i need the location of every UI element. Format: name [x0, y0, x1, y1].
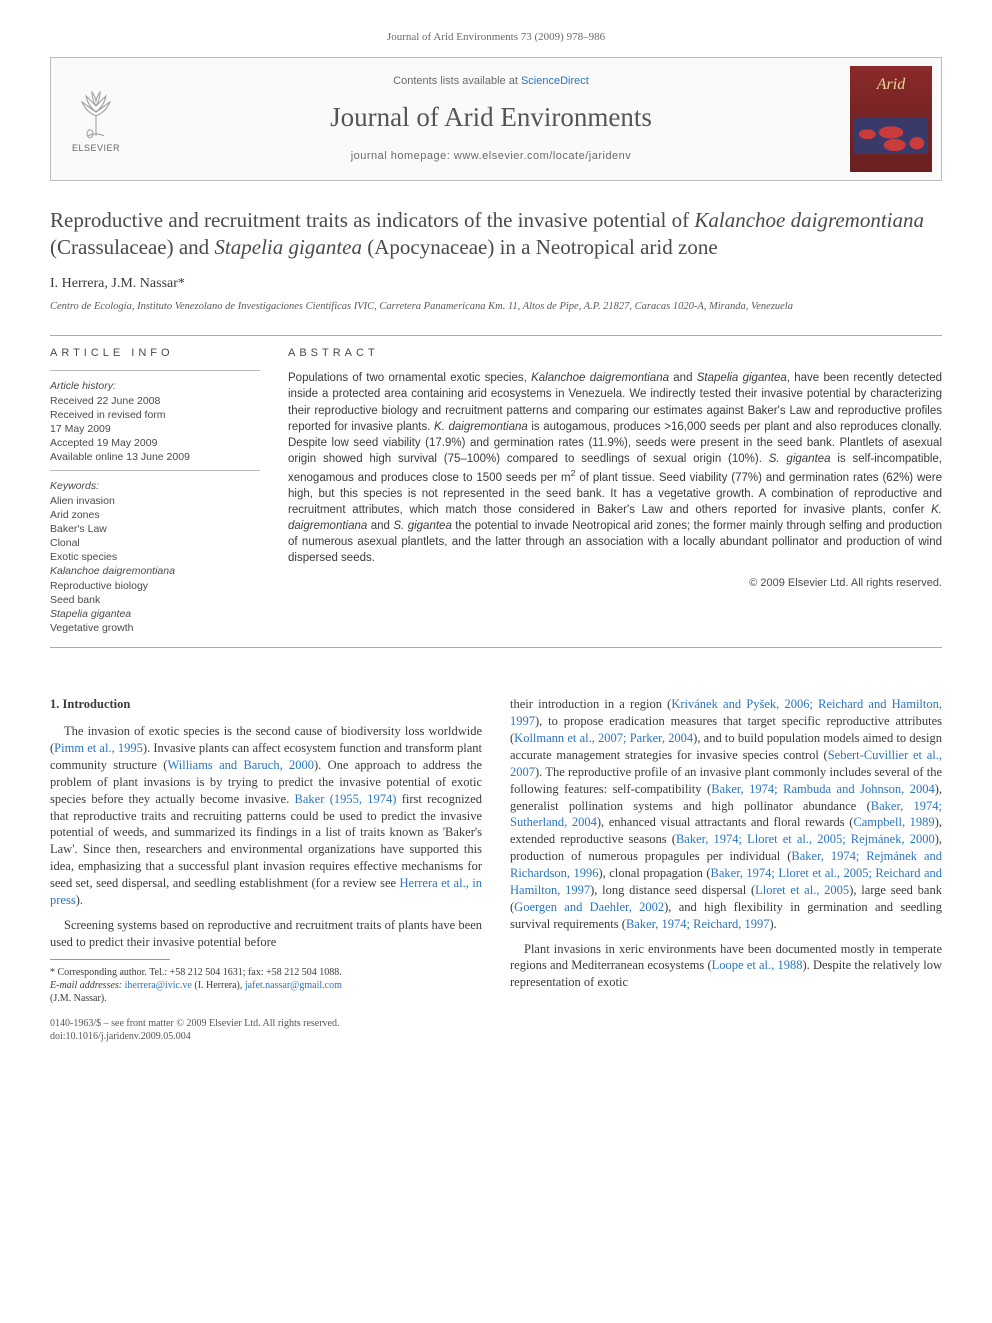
title-text-1: Reproductive and recruitment traits as i…	[50, 208, 694, 232]
publisher-label: ELSEVIER	[72, 142, 120, 154]
title-text-3: (Apocynaceae) in a Neotropical arid zone	[362, 235, 718, 259]
keyword-item: Seed bank	[50, 593, 260, 607]
contents-prefix: Contents lists available at	[393, 75, 521, 87]
journal-cover-thumbnail: Arid	[850, 66, 932, 172]
history-revised-2: 17 May 2009	[50, 422, 260, 436]
publisher-logo-block: ELSEVIER	[51, 58, 141, 180]
title-species-1: Kalanchoe daigremontiana	[694, 208, 924, 232]
history-online: Available online 13 June 2009	[50, 450, 260, 464]
keywords-label: Keywords:	[50, 479, 260, 493]
history-label: Article history:	[50, 379, 260, 393]
email-label: E-mail addresses:	[50, 980, 122, 991]
keyword-item: Reproductive biology	[50, 579, 260, 593]
abstract-heading: ABSTRACT	[288, 346, 942, 361]
keyword-item: Arid zones	[50, 508, 260, 522]
article-history: Article history: Received 22 June 2008 R…	[50, 379, 260, 464]
footer-front-matter: 0140-1963/$ – see front matter © 2009 El…	[50, 1017, 942, 1043]
abstract-text: Populations of two ornamental exotic spe…	[288, 370, 942, 566]
email-link-2[interactable]: jafet.nassar@gmail.com	[245, 980, 342, 991]
journal-homepage-line: journal homepage: www.elsevier.com/locat…	[149, 149, 833, 164]
corresponding-author: * Corresponding author. Tel.: +58 212 50…	[50, 966, 482, 979]
authors-line: I. Herrera, J.M. Nassar*	[50, 275, 942, 294]
footer-doi: doi:10.1016/j.jaridenv.2009.05.004	[50, 1030, 942, 1043]
history-accepted: Accepted 19 May 2009	[50, 436, 260, 450]
email-who-1: (I. Herrera),	[192, 980, 245, 991]
email-who-2: (J.M. Nassar).	[50, 992, 482, 1005]
body-para-4: Plant invasions in xeric environments ha…	[510, 941, 942, 992]
section-heading-intro: 1. Introduction	[50, 696, 482, 713]
contents-available-line: Contents lists available at ScienceDirec…	[149, 74, 833, 89]
article-info-heading: ARTICLE INFO	[50, 346, 260, 361]
article-title: Reproductive and recruitment traits as i…	[50, 207, 942, 262]
keywords-list: Alien invasionArid zonesBaker's LawClona…	[50, 494, 260, 636]
divider-rule	[50, 335, 942, 336]
email-addresses: E-mail addresses: iherrera@ivic.ve (I. H…	[50, 979, 482, 992]
divider-thin	[50, 470, 260, 471]
footer-line-1: 0140-1963/$ – see front matter © 2009 El…	[50, 1017, 942, 1030]
abstract-copyright: © 2009 Elsevier Ltd. All rights reserved…	[288, 576, 942, 591]
keyword-item: Exotic species	[50, 550, 260, 564]
title-text-2: (Crassulaceae) and	[50, 235, 214, 259]
keyword-item: Clonal	[50, 536, 260, 550]
journal-header: ELSEVIER Contents lists available at Sci…	[50, 57, 942, 181]
history-received: Received 22 June 2008	[50, 394, 260, 408]
keyword-item: Kalanchoe daigremontiana	[50, 564, 260, 578]
keyword-item: Baker's Law	[50, 522, 260, 536]
keyword-item: Stapelia gigantea	[50, 607, 260, 621]
divider-rule	[50, 647, 942, 648]
affiliation: Centro de Ecología, Instituto Venezolano…	[50, 300, 942, 314]
body-para-3: their introduction in a region (Krivánek…	[510, 696, 942, 932]
cover-map-graphic	[854, 118, 928, 154]
footnote-separator	[50, 959, 170, 960]
running-head: Journal of Arid Environments 73 (2009) 9…	[50, 30, 942, 45]
body-columns: 1. Introduction The invasion of exotic s…	[50, 696, 942, 1004]
journal-title: Journal of Arid Environments	[149, 99, 833, 135]
title-species-2: Stapelia gigantea	[214, 235, 362, 259]
body-para-2: Screening systems based on reproductive …	[50, 917, 482, 951]
footnotes-block: * Corresponding author. Tel.: +58 212 50…	[50, 966, 482, 1005]
homepage-prefix: journal homepage:	[351, 150, 454, 162]
cover-brand-text: Arid	[850, 74, 932, 96]
email-link-1[interactable]: iherrera@ivic.ve	[125, 980, 192, 991]
keyword-item: Alien invasion	[50, 494, 260, 508]
divider-thin	[50, 370, 260, 371]
elsevier-tree-icon	[68, 84, 124, 140]
keyword-item: Vegetative growth	[50, 621, 260, 635]
history-revised-1: Received in revised form	[50, 408, 260, 422]
body-para-1: The invasion of exotic species is the se…	[50, 723, 482, 909]
sciencedirect-link[interactable]: ScienceDirect	[521, 75, 589, 87]
homepage-url[interactable]: www.elsevier.com/locate/jaridenv	[454, 150, 631, 162]
